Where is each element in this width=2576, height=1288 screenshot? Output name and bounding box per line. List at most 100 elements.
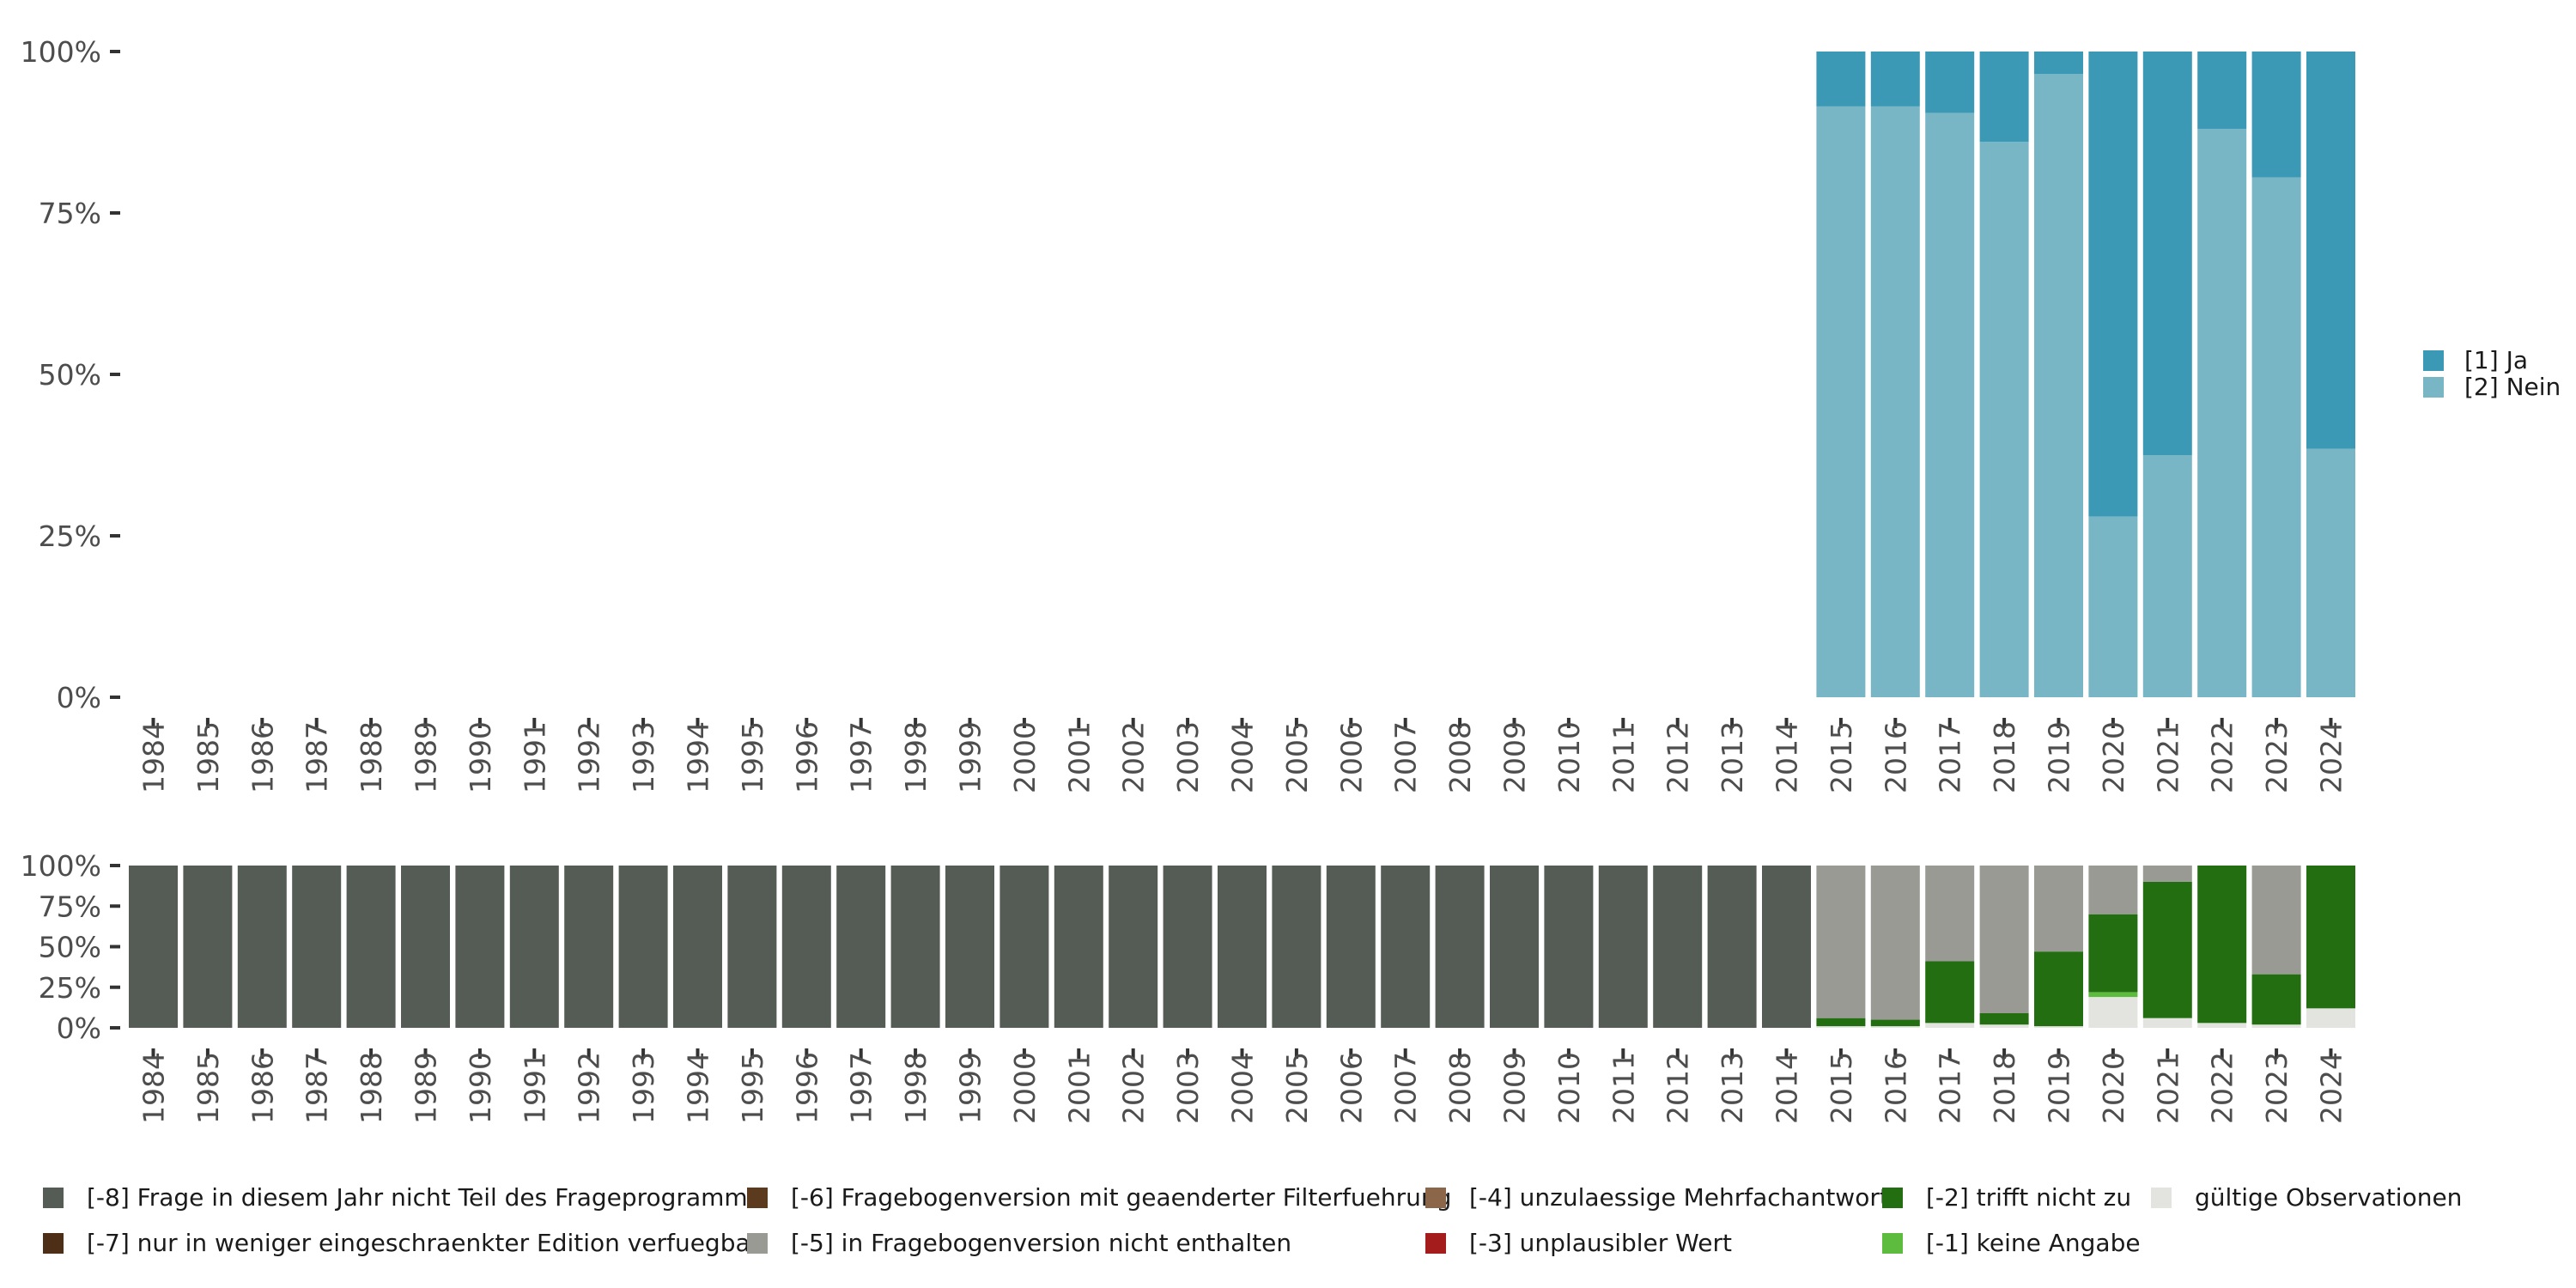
bottom-bar-2018-g-ltige-observationen [1979,1024,2029,1028]
bottom-bar-1997--8-frage-in-diesem-jahr-nicht-teil-des-frageprogramms [836,866,886,1028]
top-bar-2017--1-ja [1925,52,1975,113]
bottom-x-tick-label: 1988 [355,1052,388,1124]
top-x-tick-label: 2005 [1280,721,1314,793]
bottom-bar-2023--5-in-fragebogenversion-nicht-enthalten [2251,866,2301,975]
top-x-tick-label: 2003 [1171,721,1205,793]
top-x-tick-label: 2014 [1771,721,1804,793]
bottom-legend-swatch [1425,1233,1446,1254]
bottom-bar-1992--8-frage-in-diesem-jahr-nicht-teil-des-frageprogramms [564,866,614,1028]
bottom-x-tick-label: 2014 [1771,1052,1804,1124]
bottom-y-tick-label: 100% [21,849,101,883]
bottom-x-tick-label: 2005 [1280,1052,1314,1124]
bottom-x-tick-label: 2008 [1443,1052,1477,1124]
top-y-tick-label: 0% [57,681,101,714]
bottom-x-tick-label: 2020 [2097,1052,2130,1124]
top-x-tick-label: 1995 [736,721,769,793]
bottom-chart-panel: 0% 25% 50% 75% 100% 1984 1985 1986 1987 1988 1989 1… [21,849,2355,1124]
top-x-tick-label: 1998 [899,721,933,793]
bottom-bar-2017--5-in-fragebogenversion-nicht-enthalten [1925,866,1975,962]
bottom-x-tick-label: 1990 [464,1052,497,1124]
bottom-x-tick-label: 2000 [1008,1052,1042,1124]
top-x-tick-label: 2016 [1879,721,1912,793]
top-bar-2020--1-ja [2088,52,2138,517]
top-x-tick-label: 1990 [464,721,497,793]
top-x-tick-label: 2020 [2097,721,2130,793]
bottom-x-tick-label: 2013 [1716,1052,1749,1124]
top-x-tick-label: 1992 [573,721,606,793]
bottom-x-tick-label: 1987 [301,1052,334,1124]
bottom-legend-label: gültige Observationen [2195,1183,2462,1212]
bottom-bar-2012--8-frage-in-diesem-jahr-nicht-teil-des-frageprogramms [1653,866,1703,1028]
bottom-bar-1984--8-frage-in-diesem-jahr-nicht-teil-des-frageprogramms [129,866,178,1028]
bottom-bar-2009--8-frage-in-diesem-jahr-nicht-teil-des-frageprogramms [1490,866,1539,1028]
bottom-bar-2015--5-in-fragebogenversion-nicht-enthalten [1816,866,1866,1018]
bottom-x-tick-label: 2009 [1498,1052,1532,1124]
bottom-bar-2014--8-frage-in-diesem-jahr-nicht-teil-des-frageprogramms [1762,866,1811,1028]
bottom-x-tick-label: 1986 [246,1052,279,1124]
top-bar-2018--1-ja [1979,52,2029,143]
bottom-bar-2024-g-ltige-observationen [2306,1008,2355,1028]
bottom-x-tick-label: 2015 [1825,1052,1858,1124]
top-x-tick-label: 1987 [301,721,334,793]
top-bar-2021--1-ja [2142,52,2192,455]
bottom-bar-2018--2-trifft-nicht-zu [1979,1012,2029,1025]
top-x-tick-label: 2004 [1226,721,1260,793]
bottom-bar-2004--8-frage-in-diesem-jahr-nicht-teil-des-frageprogramms [1218,866,1267,1028]
bottom-bar-2007--8-frage-in-diesem-jahr-nicht-teil-des-frageprogramms [1381,866,1431,1028]
bottom-bar-1989--8-frage-in-diesem-jahr-nicht-teil-des-frageprogramms [401,866,450,1028]
top-bar-2024--2-nein [2306,448,2355,697]
bottom-x-tick-label: 1993 [627,1052,660,1124]
bottom-bar-1998--8-frage-in-diesem-jahr-nicht-teil-des-frageprogramms [890,866,940,1028]
bottom-bar-2021-g-ltige-observationen [2142,1018,2192,1028]
bottom-bar-2017-g-ltige-observationen [1925,1023,1975,1028]
bottom-bar-2018--5-in-fragebogenversion-nicht-enthalten [1979,866,2029,1013]
bottom-legend: [-8] Frage in diesem Jahr nicht Teil des… [43,1183,2462,1257]
bottom-bar-2010--8-frage-in-diesem-jahr-nicht-teil-des-frageprogramms [1544,866,1594,1028]
top-x-tick-label: 1999 [954,721,987,793]
bottom-legend-swatch [747,1233,768,1254]
bottom-legend-swatch [43,1233,64,1254]
bottom-x-tick-label: 2023 [2260,1052,2293,1124]
top-x-tick-label: 1986 [246,721,279,793]
top-bar-2023--2-nein [2251,177,2301,697]
top-x-tick-label: 2019 [2043,721,2076,793]
bottom-x-tick-label: 1992 [573,1052,606,1124]
bottom-x-tick-label: 1996 [790,1052,823,1124]
top-legend-label: [2] Nein [2464,373,2561,401]
top-bar-2015--2-nein [1816,106,1866,698]
bottom-bar-1985--8-frage-in-diesem-jahr-nicht-teil-des-frageprogramms [183,866,233,1028]
bottom-bar-1986--8-frage-in-diesem-jahr-nicht-teil-des-frageprogramms [237,866,287,1028]
bottom-y-tick-label: 75% [39,890,101,923]
top-x-tick-label: 2000 [1008,721,1042,793]
top-x-tick-label: 2011 [1607,721,1640,793]
top-bar-2017--2-nein [1925,112,1975,697]
top-y-tick-label: 100% [21,35,101,69]
top-x-tick-label: 1997 [845,721,878,793]
top-legend-swatch [2423,377,2444,398]
top-x-tick-label: 1993 [627,721,660,793]
top-x-tick-label: 2023 [2260,721,2293,793]
bottom-bar-2016--2-trifft-nicht-zu [1870,1019,1920,1027]
bottom-x-tick-label: 1997 [845,1052,878,1124]
bottom-bar-2001--8-frage-in-diesem-jahr-nicht-teil-des-frageprogramms [1054,866,1103,1028]
top-legend-swatch [2423,350,2444,371]
bottom-x-tick-label: 2007 [1389,1052,1423,1124]
bottom-bar-2017--2-trifft-nicht-zu [1925,961,1975,1024]
top-x-tick-label: 1989 [410,721,443,793]
bottom-x-tick-label: 2002 [1117,1052,1151,1124]
top-x-tick-label: 1996 [790,721,823,793]
top-x-tick-label: 2007 [1389,721,1423,793]
top-bar-2016--2-nein [1870,106,1920,698]
bottom-bar-2002--8-frage-in-diesem-jahr-nicht-teil-des-frageprogramms [1109,866,1158,1028]
bottom-legend-label: [-5] in Fragebogenversion nicht enthalte… [791,1229,1291,1257]
top-bar-2023--1-ja [2251,52,2301,178]
bottom-x-tick-label: 2022 [2206,1052,2239,1124]
bottom-bar-2015--2-trifft-nicht-zu [1816,1018,1866,1027]
top-x-tick-label: 2002 [1117,721,1151,793]
top-x-tick-label: 2010 [1552,721,1586,793]
bottom-bar-2023-g-ltige-observationen [2251,1024,2301,1028]
top-x-tick-label: 1991 [518,721,551,793]
bottom-x-tick-label: 2019 [2043,1052,2076,1124]
bottom-bar-2011--8-frage-in-diesem-jahr-nicht-teil-des-frageprogramms [1598,866,1648,1028]
